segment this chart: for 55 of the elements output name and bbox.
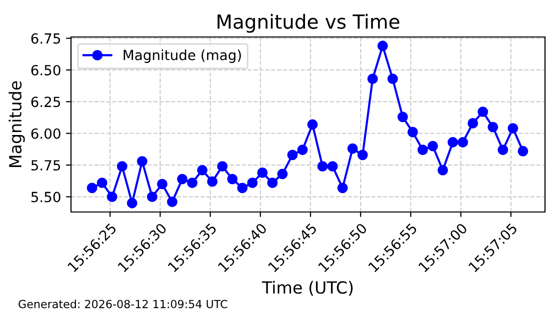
point — [377, 40, 388, 52]
y-tick-label: 6.25 — [31, 96, 60, 108]
point — [428, 140, 438, 152]
point — [337, 182, 348, 194]
point — [267, 178, 278, 188]
point — [237, 182, 248, 194]
point — [126, 198, 138, 208]
point — [438, 164, 448, 176]
point — [217, 161, 228, 172]
y-axis-title: Magnitude — [8, 81, 25, 168]
point — [86, 182, 98, 194]
point — [136, 156, 148, 166]
point — [357, 150, 368, 160]
point — [297, 144, 308, 156]
y-tick-label: 5.75 — [31, 160, 60, 171]
point — [146, 192, 158, 202]
point — [116, 161, 128, 172]
point — [277, 168, 288, 180]
point — [187, 178, 198, 188]
point — [367, 74, 378, 84]
point — [257, 167, 268, 178]
point — [177, 174, 188, 184]
chart-title: Magnitude vs Time — [218, 14, 400, 33]
point — [307, 119, 318, 130]
point — [227, 174, 238, 184]
point — [397, 112, 408, 122]
point — [508, 123, 518, 134]
point — [498, 144, 508, 156]
point — [197, 164, 208, 176]
y-tick-label: 6.50 — [31, 64, 60, 76]
point — [347, 143, 358, 154]
point — [468, 118, 478, 128]
y-tick-label: 6.00 — [31, 128, 60, 139]
point — [408, 126, 418, 138]
point — [156, 178, 168, 190]
text: Generated: 2026-08-12 11:09:54 UTC — [18, 300, 228, 308]
point — [96, 178, 108, 188]
y-tick-label: 6.75 — [31, 33, 60, 44]
point — [387, 74, 398, 84]
point — [518, 146, 528, 156]
point — [317, 161, 328, 172]
point — [287, 150, 298, 160]
point — [488, 122, 498, 132]
point — [106, 192, 118, 202]
point — [418, 144, 428, 156]
y-tick-label: 5.50 — [31, 192, 60, 202]
point — [478, 106, 488, 118]
point — [167, 196, 178, 208]
legend-label: Magnitude (mag) — [124, 50, 241, 63]
point — [448, 137, 458, 148]
point — [327, 161, 338, 172]
point — [207, 176, 218, 187]
point — [458, 137, 468, 148]
x-axis-title: Time (UTC) — [262, 280, 353, 296]
point — [247, 178, 258, 188]
